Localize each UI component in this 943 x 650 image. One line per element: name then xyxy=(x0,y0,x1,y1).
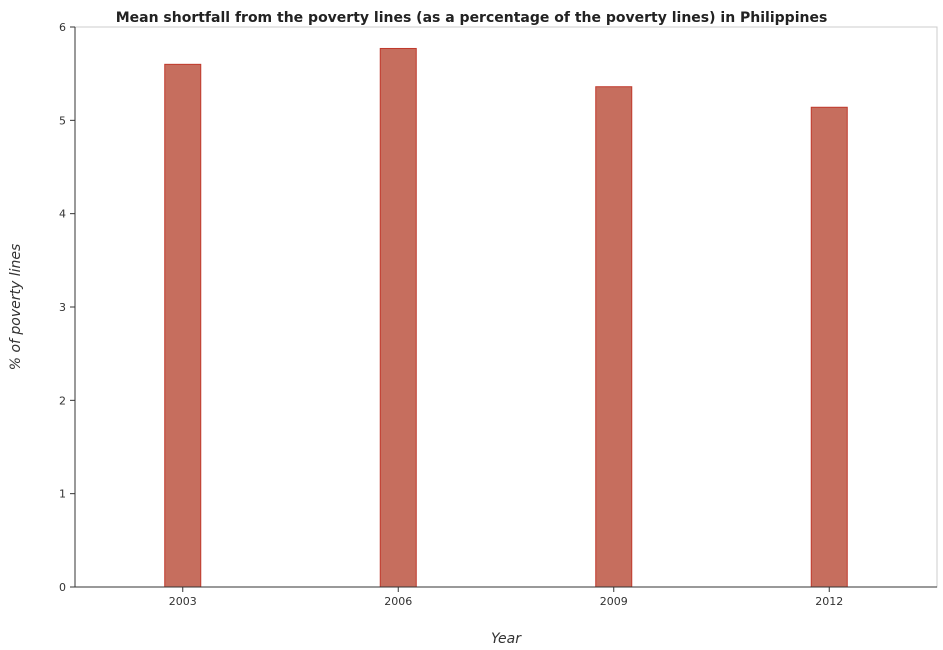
y-tick-label: 3 xyxy=(59,301,66,314)
x-tick-label: 2006 xyxy=(384,595,412,608)
plot-frame xyxy=(74,26,938,588)
x-axis: 2003 2006 2009 2012 xyxy=(75,586,937,608)
y-tick-label: 5 xyxy=(59,114,66,127)
bar-2006 xyxy=(379,47,417,588)
y-tick-label: 4 xyxy=(59,208,66,221)
y-tick-label: 6 xyxy=(59,21,66,34)
y-tick-label: 0 xyxy=(59,581,66,594)
bar-2012 xyxy=(810,106,848,588)
x-tick-label: 2003 xyxy=(169,595,197,608)
bar-2009 xyxy=(595,86,633,588)
y-tick-label: 2 xyxy=(59,394,66,407)
y-axis-title: % of poverty lines xyxy=(8,244,24,371)
chart-title: Mean shortfall from the poverty lines (a… xyxy=(115,10,828,26)
bar-2003 xyxy=(164,63,202,588)
y-tick-label: 1 xyxy=(59,488,66,501)
x-tick-label: 2012 xyxy=(815,595,843,608)
plot-border xyxy=(74,26,938,588)
x-axis-title: Year xyxy=(491,631,522,647)
x-tick-label: 2009 xyxy=(600,595,628,608)
bars xyxy=(164,47,848,588)
y-axis: 0 1 2 3 4 5 6 xyxy=(59,21,76,594)
